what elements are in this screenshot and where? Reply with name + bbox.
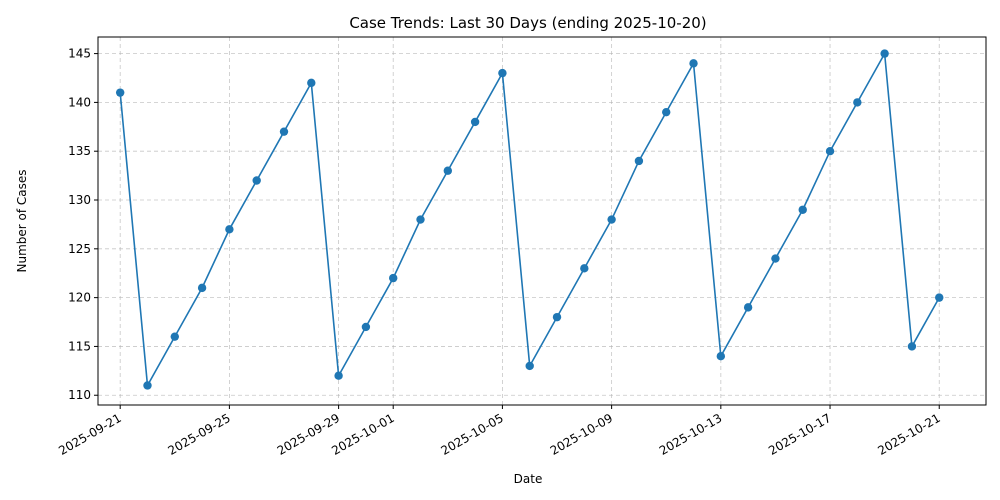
- data-point: [580, 264, 589, 273]
- data-point: [634, 156, 644, 166]
- data-point: [743, 303, 753, 312]
- data-point: [115, 88, 125, 97]
- x-tick-label: 2025-10-21: [875, 411, 942, 458]
- x-tick-label: 2025-10-13: [657, 411, 724, 458]
- y-tick-label: 140: [68, 95, 91, 109]
- data-point: [525, 361, 534, 371]
- data-point: [416, 215, 425, 224]
- x-tick-label: 2025-10-09: [548, 411, 615, 458]
- x-tick-label: 2025-09-25: [165, 411, 232, 458]
- data-point: [689, 59, 698, 68]
- grid: [98, 37, 986, 405]
- y-tick-label: 110: [68, 388, 91, 402]
- data-point: [361, 322, 371, 332]
- data-point: [907, 342, 917, 351]
- data-point: [389, 273, 398, 283]
- data-point: [443, 166, 453, 175]
- chart-title: Case Trends: Last 30 Days (ending 2025-1…: [349, 14, 706, 32]
- series-layer: [115, 49, 944, 390]
- y-tick-label: 135: [68, 144, 91, 158]
- data-point: [197, 283, 207, 293]
- plot-frame: [97, 36, 987, 406]
- data-point: [853, 98, 862, 107]
- data-point: [143, 381, 152, 390]
- x-tick-label: 2025-10-01: [329, 411, 396, 458]
- y-tick-label: 145: [68, 47, 91, 61]
- data-point: [607, 215, 616, 224]
- x-tick-label: 2025-10-05: [439, 411, 506, 458]
- y-tick-label: 130: [68, 193, 91, 207]
- data-point: [716, 351, 726, 361]
- data-point: [662, 107, 671, 117]
- data-point: [307, 78, 316, 88]
- data-point: [170, 332, 179, 341]
- data-point: [225, 225, 234, 234]
- x-tick-label: 2025-10-17: [766, 411, 833, 458]
- y-axis-label: Number of Cases: [15, 169, 29, 272]
- data-point: [279, 127, 289, 136]
- y-tick-label: 120: [68, 291, 91, 305]
- x-axis-label: Date: [514, 472, 543, 486]
- series-line: [119, 50, 940, 389]
- data-point: [825, 147, 835, 156]
- data-point: [798, 205, 807, 214]
- axes: 110 115 120 125 130 135 140 145 2025-09-21 2025-0…: [56, 47, 942, 458]
- data-point: [880, 49, 889, 58]
- data-point: [935, 293, 944, 302]
- data-point: [470, 117, 480, 127]
- data-point: [771, 254, 780, 263]
- data-point: [552, 312, 562, 322]
- y-tick-label: 115: [68, 339, 91, 353]
- data-point: [252, 176, 261, 185]
- data-point: [334, 371, 343, 380]
- x-tick-label: 2025-09-21: [56, 411, 123, 458]
- data-point: [498, 68, 507, 78]
- y-tick-label: 125: [68, 242, 91, 256]
